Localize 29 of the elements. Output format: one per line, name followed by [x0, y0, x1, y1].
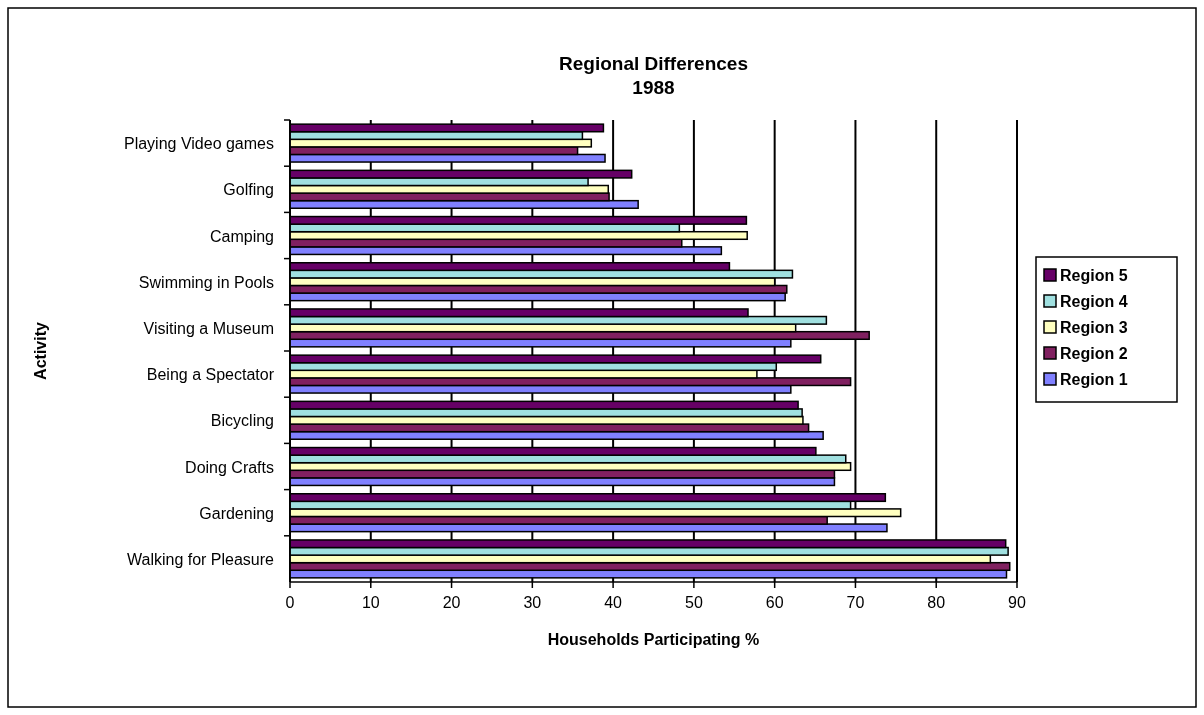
x-tick-label: 50: [684, 594, 703, 611]
x-tick-label: 20: [442, 594, 461, 611]
legend-label: Region 5: [1060, 267, 1128, 284]
legend-label: Region 1: [1060, 371, 1128, 388]
y-axis-title: Activity: [32, 322, 49, 380]
chart-title: Regional Differences: [559, 53, 748, 74]
x-tick-label: 30: [523, 594, 542, 611]
y-tick-label: Gardening: [199, 504, 274, 522]
legend-label: Region 2: [1060, 345, 1128, 362]
y-tick-label: Swimming in Pools: [138, 273, 274, 291]
chart-subtitle: 1988: [632, 77, 675, 98]
y-tick-label: Visiting a Museum: [143, 319, 274, 337]
x-tick-label: 80: [927, 594, 946, 611]
x-tick-label: 60: [765, 594, 784, 611]
x-tick-label: 0: [285, 594, 295, 611]
legend-label: Region 4: [1060, 293, 1128, 310]
x-axis-title: Households Participating %: [547, 631, 760, 648]
y-tick-label: Golfing: [223, 181, 274, 199]
y-tick-label: Bicycling: [210, 412, 274, 430]
y-tick-label: Doing Crafts: [185, 458, 274, 476]
x-tick-label: 10: [361, 594, 380, 611]
y-tick-label: Being a Spectator: [146, 366, 275, 384]
x-tick-label: 90: [1008, 594, 1026, 611]
x-tick-label: 70: [846, 594, 865, 611]
legend-label: Region 3: [1060, 319, 1128, 336]
y-tick-label: Walking for Pleasure: [126, 550, 275, 568]
x-tick-label: 40: [604, 594, 623, 611]
y-tick-label: Playing Video games: [123, 135, 274, 153]
y-tick-label: Camping: [209, 227, 274, 245]
